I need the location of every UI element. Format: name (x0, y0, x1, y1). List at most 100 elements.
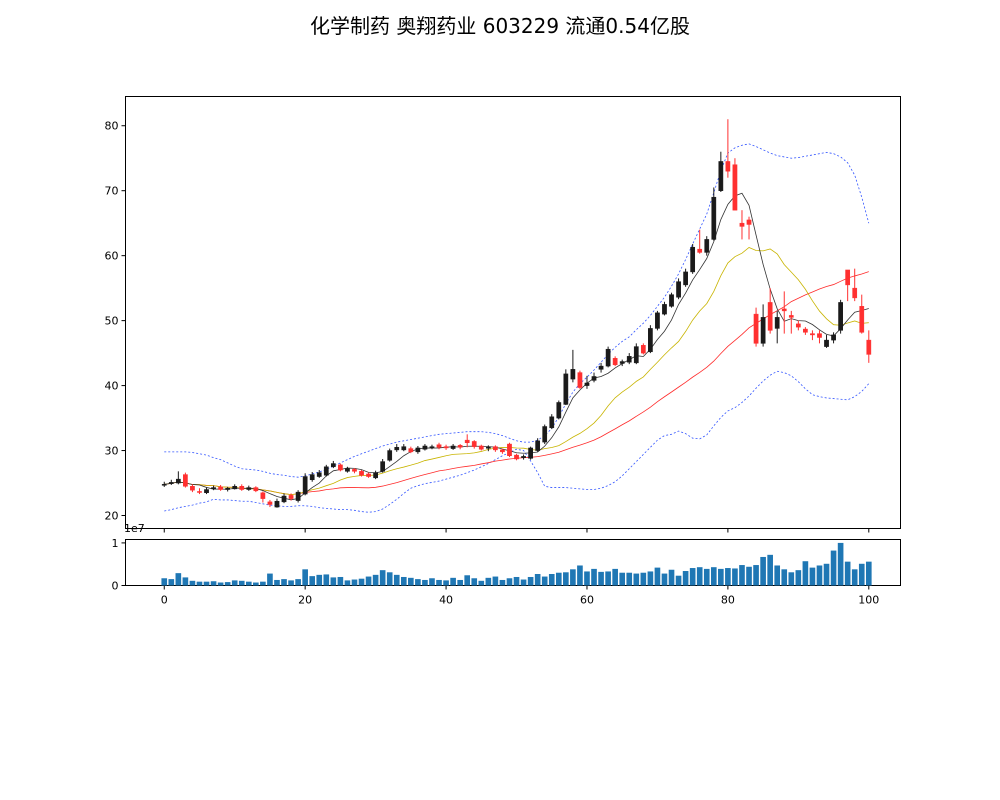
candle-body (500, 449, 505, 453)
volume-bar (274, 579, 280, 586)
volume-bar (577, 565, 583, 586)
chart-title: 化学制药 奥翔药业 603229 流通0.54亿股 (310, 14, 690, 38)
volume-bar (471, 578, 478, 586)
volume-bar (189, 580, 196, 586)
candle-body (415, 447, 421, 453)
candle-body (704, 239, 710, 253)
candle-body (528, 447, 533, 459)
candle-body (373, 472, 378, 479)
candle-body (267, 501, 273, 505)
volume-bar (823, 563, 830, 586)
candle-body (767, 302, 773, 331)
candlesticks (161, 119, 872, 508)
volume-bars (161, 542, 872, 586)
candle-body (478, 445, 484, 450)
volume-bar (450, 577, 456, 586)
volume-bar (337, 576, 344, 586)
volume-bar (626, 572, 633, 586)
volume-bar (605, 571, 611, 586)
price-y-tick-label: 50 (105, 315, 119, 328)
volume-bar (175, 573, 182, 586)
volume-y-axis: 01 (112, 537, 126, 593)
volume-bar (379, 570, 386, 586)
volume-panel-frame (125, 539, 901, 586)
candle-body (197, 491, 202, 493)
volume-bar (753, 565, 759, 586)
candle-body (471, 441, 477, 447)
candle-body (852, 287, 858, 299)
volume-bar (612, 568, 618, 586)
volume-bar (795, 570, 802, 586)
candle-body (309, 474, 315, 481)
volume-bar (281, 579, 287, 586)
volume-bar (647, 571, 654, 586)
x-tick-label: 40 (439, 594, 453, 607)
volume-bar (739, 565, 745, 586)
price-y-tick-label: 20 (105, 510, 119, 523)
candle-body (168, 482, 174, 484)
volume-bar (640, 572, 647, 586)
candle-body (359, 471, 364, 476)
volume-bar (830, 550, 837, 586)
candle-body (457, 445, 463, 448)
x-tick-label: 0 (161, 594, 168, 607)
volume-bar (844, 561, 851, 586)
price-y-tick-label: 30 (105, 445, 119, 458)
candle-body (429, 446, 435, 448)
candle-body (401, 446, 407, 451)
volume-bar (295, 579, 301, 586)
candle-body (549, 416, 555, 429)
candle-body (577, 372, 583, 388)
candle-body (232, 486, 238, 490)
volume-bar (365, 576, 372, 586)
candle-body (204, 489, 209, 494)
volume-bar (703, 568, 710, 586)
volume-bar (837, 542, 844, 586)
candle-body (605, 348, 611, 367)
volume-y-tick-label: 1 (112, 537, 119, 550)
volume-bar (351, 579, 358, 586)
candle-body (591, 376, 597, 381)
volume-bar (541, 576, 548, 586)
volume-bar (781, 569, 788, 586)
volume-bar (816, 565, 823, 586)
volume-bar (682, 571, 689, 586)
candle-body (183, 474, 188, 487)
candle-body (316, 472, 322, 477)
volume-bar (696, 567, 703, 586)
boll-upper-line (164, 143, 870, 478)
x-tick-label: 100 (858, 594, 879, 607)
volume-bar (260, 581, 266, 586)
volume-bar (809, 567, 816, 586)
volume-bar (675, 575, 682, 586)
candle-body (859, 306, 865, 333)
price-y-tick-label: 40 (105, 380, 119, 393)
candle-body (345, 468, 350, 472)
candle-body (246, 487, 252, 490)
volume-bar (548, 574, 555, 586)
volume-bar (478, 580, 485, 586)
candle-body (542, 426, 548, 443)
volume-bar (760, 556, 766, 586)
candle-body (175, 478, 181, 484)
candle-body (732, 164, 738, 211)
candle-body (570, 369, 576, 380)
candle-body (810, 333, 815, 336)
volume-y-tick-label: 0 (112, 580, 119, 593)
candle-body (436, 444, 442, 448)
volume-bar (464, 575, 471, 586)
candle-body (253, 487, 259, 492)
volume-bar (499, 579, 506, 586)
candle-body (662, 304, 667, 315)
volume-bar (710, 567, 717, 586)
volume-bar (238, 580, 245, 586)
volume-bar (386, 572, 393, 586)
volume-bar (520, 579, 527, 586)
candle-body (697, 248, 703, 253)
candle-body (218, 486, 223, 490)
candle-body (507, 443, 512, 456)
volume-bar (661, 573, 668, 586)
x-tick-label: 20 (298, 594, 312, 607)
volume-bar (422, 579, 428, 586)
